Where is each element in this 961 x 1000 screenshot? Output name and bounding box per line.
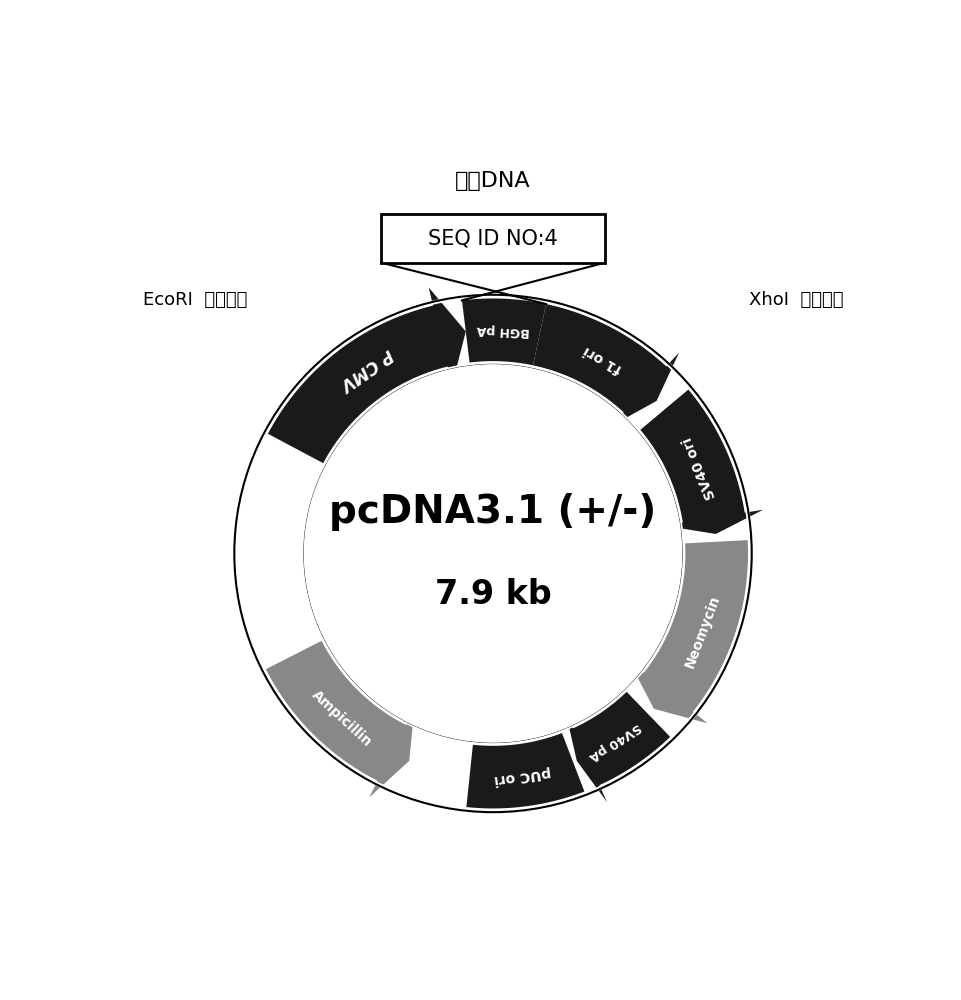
Polygon shape [565,692,670,802]
FancyBboxPatch shape [381,214,604,263]
Polygon shape [466,733,583,808]
Text: Ampicillin: Ampicillin [308,687,375,749]
Text: Neomycin: Neomycin [681,593,722,670]
Text: P CMV: P CMV [336,345,396,393]
Text: XhoI  克隆位点: XhoI 克隆位点 [749,291,843,309]
Text: EcoRI  克隆位点: EcoRI 克隆位点 [142,291,247,309]
Text: 编码DNA: 编码DNA [455,171,530,191]
Polygon shape [532,304,678,426]
Text: 7.9 kb: 7.9 kb [434,578,551,611]
Text: SV40 pA: SV40 pA [586,720,643,763]
Text: SV40 ori: SV40 ori [679,435,718,501]
Circle shape [231,291,754,816]
Polygon shape [628,540,748,723]
Text: pcDNA3.1 (+/-): pcDNA3.1 (+/-) [329,493,656,531]
Polygon shape [265,641,414,798]
Text: pUC ori: pUC ori [492,765,551,786]
Polygon shape [267,287,465,463]
Text: f1 ori: f1 ori [581,342,624,375]
Polygon shape [461,298,546,365]
Text: BGH pA: BGH pA [476,322,529,338]
Text: SEQ ID NO:4: SEQ ID NO:4 [428,228,557,248]
Polygon shape [640,390,762,534]
Circle shape [304,365,681,742]
